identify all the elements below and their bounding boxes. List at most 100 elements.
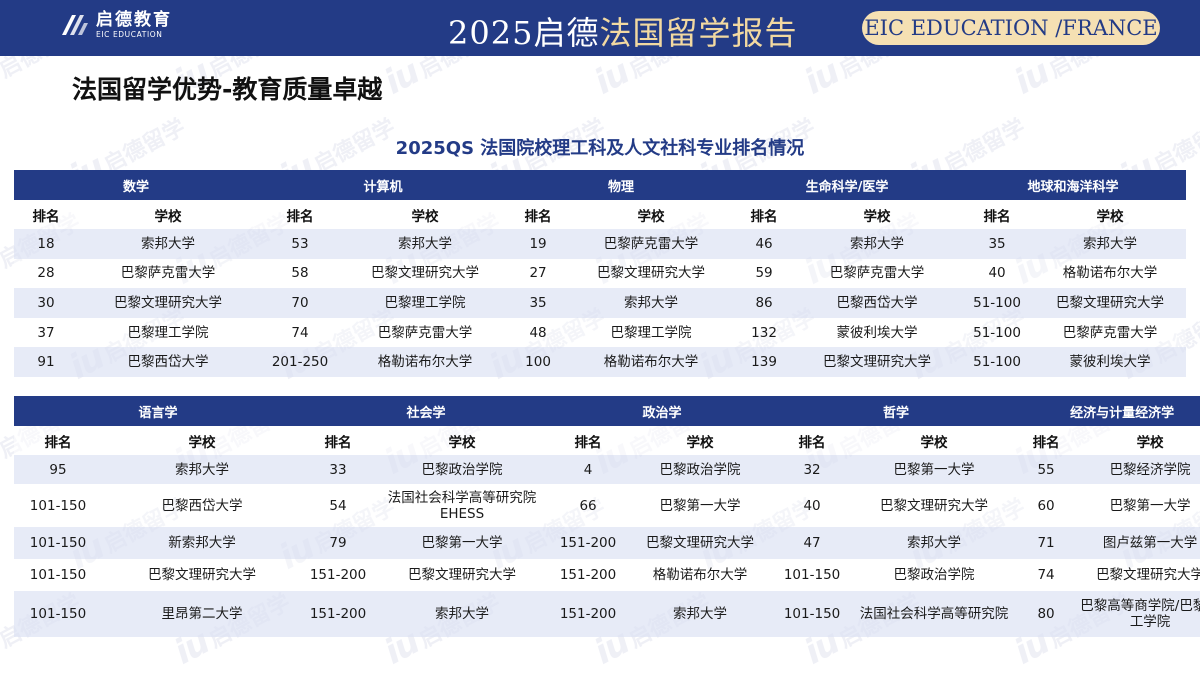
school-name: 格勒诺布尔大学 [652, 567, 748, 583]
rank-cell: 35 [508, 288, 569, 318]
rank-cell: 100 [508, 347, 569, 377]
rank-cell: 71 [1018, 527, 1075, 559]
rank-cell: 53 [258, 229, 343, 259]
school-cell: 巴黎理工学院 [342, 288, 509, 318]
school-cell: 索邦大学 [850, 527, 1019, 559]
logo-name-en: EIC EDUCATION [96, 30, 163, 39]
school-cell: 巴黎第一大学 [1074, 484, 1200, 527]
rank-cell: 48 [508, 317, 569, 348]
school-name: 图卢兹第一大学 [1102, 535, 1198, 551]
rank-cell: 46 [734, 229, 795, 259]
school-cell: 巴黎文理研究大学 [102, 559, 303, 591]
rank-cell: 51-100 [960, 347, 1035, 377]
column-header-row: 排名 学校 排名 学校 排名 学校 排名 学校 排名 学校 [14, 426, 1200, 455]
rank-cell: 47 [774, 527, 851, 559]
school-name: 蒙彼利埃大学 [836, 324, 918, 341]
school-name: 巴黎文理研究大学 [597, 265, 706, 282]
school-name: 索邦大学 [624, 294, 679, 311]
column-header-rank: 排名 [258, 200, 343, 229]
school-cell: 巴黎萨克雷大学 [568, 229, 735, 259]
subject-header: 经济与计量经济学 [1018, 396, 1200, 426]
rank-cell: 101-150 [774, 559, 851, 591]
school-cell: 索邦大学 [1034, 229, 1187, 259]
rank-cell: 54 [302, 484, 375, 527]
rank-cell: 101-150 [14, 484, 102, 527]
school-cell: 索邦大学 [78, 229, 259, 259]
column-header-rank: 排名 [774, 426, 851, 455]
school-cell: 索邦大学 [342, 229, 509, 259]
subject-header: 数学 [14, 170, 259, 200]
rank-cell: 35 [960, 229, 1035, 259]
table-row: 37 巴黎理工学院 74 巴黎萨克雷大学 48 巴黎理工学院 132 蒙彼利埃大学 51-100… [14, 317, 1187, 348]
school-name: 巴黎西岱大学 [127, 354, 209, 371]
watermark-text: 启德留学 [625, 56, 714, 83]
school-cell: 巴黎文理研究大学 [374, 559, 551, 591]
school-name: 巴黎第一大学 [1109, 497, 1191, 514]
school-cell: 巴黎萨克雷大学 [794, 258, 961, 289]
school-name: 巴黎文理研究大学 [371, 265, 480, 282]
school-name: 巴黎高等商学院/巴黎理工学院 [1080, 598, 1200, 630]
school-name: 巴黎萨克雷大学 [120, 265, 216, 282]
column-header-school: 学校 [1074, 426, 1200, 455]
table-row: 101-150 里昂第二大学 151-200 索邦大学 151-200 索邦大学 101-1… [14, 591, 1200, 637]
column-header-school: 学校 [374, 426, 551, 455]
school-name: 蒙彼利埃大学 [1069, 354, 1151, 371]
school-name: 巴黎理工学院 [127, 324, 209, 341]
school-cell: 巴黎西岱大学 [78, 347, 259, 377]
school-name: 巴黎第一大学 [893, 461, 975, 478]
school-cell: 格勒诺布尔大学 [568, 347, 735, 377]
school-cell: 巴黎西岱大学 [102, 484, 303, 527]
column-header-rank: 排名 [960, 200, 1035, 229]
school-cell: 索邦大学 [102, 455, 303, 484]
school-name: 里昂第二大学 [161, 606, 243, 622]
school-cell: 巴黎文理研究大学 [1074, 559, 1200, 591]
school-name: 法国社会科学高等研究院 [859, 606, 1009, 622]
rank-cell: 74 [258, 317, 343, 348]
school-cell: 巴黎萨克雷大学 [78, 258, 259, 289]
watermark-mark: iu [377, 56, 425, 103]
column-header-school: 学校 [626, 426, 775, 455]
column-header-school: 学校 [794, 200, 961, 229]
watermark-mark: iu [0, 56, 5, 103]
school-cell: 索邦大学 [794, 229, 961, 259]
logo-icon [62, 15, 88, 35]
school-cell: 巴黎西岱大学 [794, 288, 961, 318]
rank-cell: 79 [302, 527, 375, 559]
school-name: 法国社会科学高等研究院EHESS [387, 489, 537, 522]
rank-cell: 27 [508, 258, 569, 289]
ranking-table-sciences: 数学 计算机 物理 生命科学/医学 地球和海洋科学 排名 学校 排名 学校 排名 学校… [14, 170, 1187, 377]
report-title-prefix: 2025启德 [448, 14, 600, 52]
table-row: 101-150 巴黎文理研究大学 151-200 巴黎文理研究大学 151-200 格勒诺… [14, 559, 1200, 591]
school-cell: 巴黎经济学院 [1074, 455, 1200, 484]
school-name: 巴黎萨克雷大学 [1062, 324, 1158, 341]
school-name: 格勒诺布尔大学 [603, 354, 699, 371]
school-cell: 巴黎第一大学 [374, 527, 551, 559]
school-cell: 巴黎萨克雷大学 [342, 317, 509, 348]
rank-cell: 40 [960, 258, 1035, 289]
column-header-school: 学校 [102, 426, 303, 455]
school-name: 巴黎萨克雷大学 [603, 235, 699, 252]
rank-cell: 86 [734, 288, 795, 318]
rank-cell: 151-200 [550, 591, 627, 637]
school-name: 巴黎文理研究大学 [408, 567, 517, 583]
column-header-rank: 排名 [734, 200, 795, 229]
rank-cell: 51-100 [960, 317, 1035, 348]
school-cell: 巴黎高等商学院/巴黎理工学院 [1074, 591, 1200, 637]
table-row: 101-150 巴黎西岱大学 54 法国社会科学高等研究院EHESS 66 巴黎第一大学 4… [14, 484, 1200, 527]
rank-cell: 19 [508, 229, 569, 259]
watermark-mark: iu [1007, 56, 1055, 103]
school-name: 巴黎萨克雷大学 [377, 324, 473, 341]
school-cell: 法国社会科学高等研究院 [850, 591, 1019, 637]
school-name: 巴黎西岱大学 [161, 497, 243, 514]
rank-cell: 151-200 [302, 591, 375, 637]
column-header-rank: 排名 [302, 426, 375, 455]
school-name: 索邦大学 [850, 235, 905, 252]
watermark-mark: iu [587, 56, 635, 103]
school-name: 巴黎文理研究大学 [148, 567, 256, 583]
school-name: 巴黎文理研究大学 [114, 294, 222, 311]
school-name: 巴黎第一大学 [659, 497, 741, 514]
school-cell: 巴黎理工学院 [78, 317, 259, 348]
school-name: 巴黎萨克雷大学 [829, 265, 925, 282]
watermark-mark: iu [0, 622, 5, 673]
